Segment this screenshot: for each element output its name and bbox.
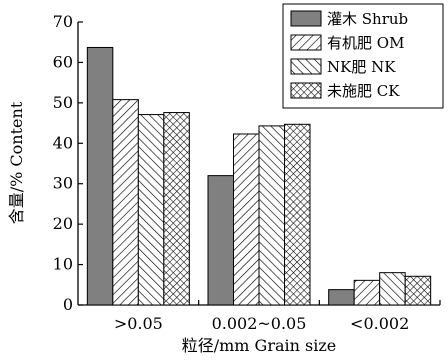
legend-swatch: [290, 82, 322, 99]
x-category-label: 0.002~0.05: [212, 314, 307, 333]
bar: [233, 133, 260, 306]
bar-group: [207, 123, 311, 306]
legend-item: 灌木 Shrub: [290, 10, 408, 28]
bar: [86, 46, 114, 306]
y-axis-ticks: 0 10 20 30 40 50 60 70: [53, 12, 83, 314]
legend-swatch: [290, 10, 322, 27]
y-tick-label: 40: [53, 133, 73, 152]
legend-label: 未施肥 CK: [327, 82, 400, 100]
plot-area: 0 10 20 30 40 50 60 70 >0.05 0.002~0.05 <0.002: [53, 12, 441, 333]
x-category-label: >0.05: [114, 314, 163, 333]
legend-item: 未施肥 CK: [290, 82, 400, 100]
bar-group: [86, 46, 190, 306]
bar: [404, 275, 432, 306]
y-tick-label: 30: [53, 174, 73, 193]
y-tick-label: 10: [53, 255, 73, 274]
bar: [353, 279, 381, 306]
bar: [137, 114, 165, 306]
x-axis-title: 粒径/mm Grain size: [182, 336, 337, 355]
bar-groups: [86, 46, 432, 306]
legend-label: NK肥 NK: [327, 58, 396, 76]
y-tick-label: 60: [53, 52, 73, 71]
legend-swatch: [290, 58, 322, 75]
bar: [284, 123, 311, 306]
bar: [379, 272, 406, 306]
x-axis-category-labels: >0.05 0.002~0.05 <0.002: [114, 300, 441, 333]
y-tick-label: 50: [53, 93, 73, 112]
bar: [112, 99, 139, 306]
y-tick-label: 70: [53, 12, 73, 31]
y-tick-label: 0: [63, 295, 73, 314]
y-axis-title: 含量/% Content: [7, 101, 26, 224]
legend-label: 灌木 Shrub: [327, 10, 408, 28]
bar: [258, 125, 285, 306]
bar: [163, 112, 190, 306]
chart-legend: 灌木 Shrub 有机肥 OM NK肥 NK 未施肥 CK: [282, 3, 444, 109]
legend-item: 有机肥 OM: [290, 34, 404, 52]
bar: [328, 289, 355, 306]
bar-group: [328, 272, 432, 306]
legend-label: 有机肥 OM: [327, 34, 404, 52]
y-tick-label: 20: [53, 214, 73, 233]
x-category-label: <0.002: [350, 314, 409, 333]
legend-swatch: [290, 34, 322, 51]
bar: [207, 175, 234, 306]
legend-item: NK肥 NK: [290, 58, 396, 76]
